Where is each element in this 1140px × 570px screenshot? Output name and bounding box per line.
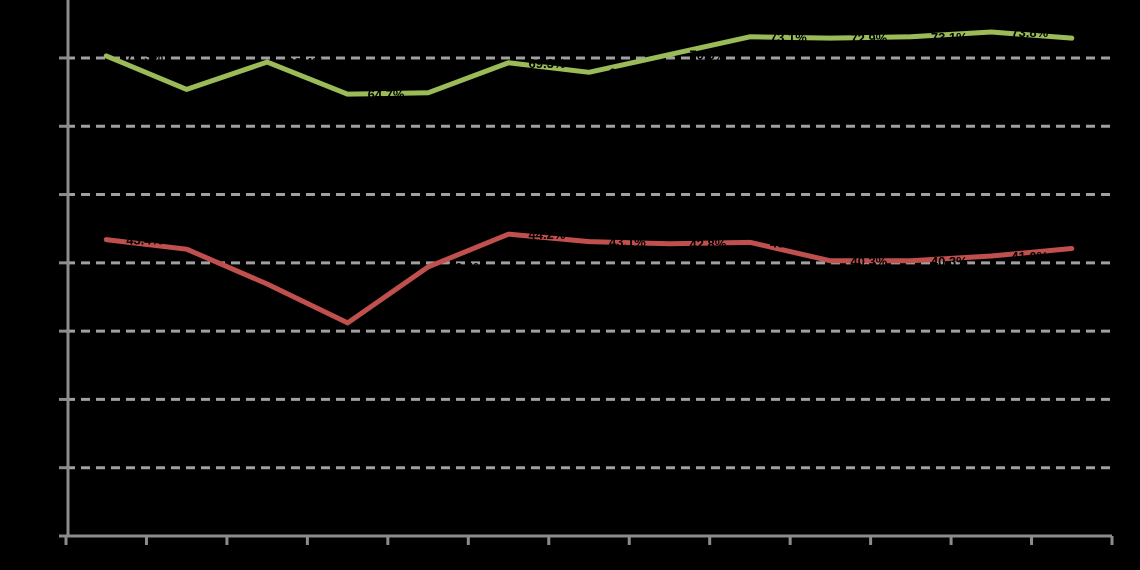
axis-tick-marks xyxy=(59,56,1114,545)
series-upper-green-point-label: 70.3% xyxy=(126,49,163,64)
axes xyxy=(60,0,1112,538)
series-upper-green-point-label: 73.1% xyxy=(931,30,968,45)
series-upper-green-point-label: 65.4% xyxy=(207,82,244,97)
series-upper-green-point-label: 72.9% xyxy=(850,31,887,46)
series-lower-red-point-label: 40.3% xyxy=(931,254,968,269)
data-labels: 70.3% 65.4% 69.4% 64.7% 64.9% 69.3% 67.9% 70.5%… xyxy=(126,25,1129,331)
series-lower-red-point-label: 41.0% xyxy=(1011,249,1048,264)
series-lower-red-point-label: 42.1% xyxy=(1092,241,1129,256)
series-lower-red-point-label: 44.2% xyxy=(529,227,566,242)
series-upper-green-point-label: 73.1% xyxy=(770,30,807,45)
series-upper-green-point-label: 73.8% xyxy=(1011,25,1048,40)
series-lower-red-point-label: 42.0% xyxy=(207,242,244,257)
series-upper-green-point-label: 69.3% xyxy=(529,56,566,71)
series-lower-red-line xyxy=(103,231,1075,326)
series-upper-green-point-label: 72.9% xyxy=(1092,31,1129,46)
series-lower-red-point-label: 43.4% xyxy=(126,233,163,248)
series-lower-red-point-label: 43.0% xyxy=(770,235,807,250)
series-lower-red-point-label: 31.2% xyxy=(368,316,405,331)
series-lower-red-point-label: 42.8% xyxy=(689,237,726,252)
series-lower-red-point-label: 36.9% xyxy=(287,277,324,292)
series-upper-green-point-label: 70.5% xyxy=(689,48,726,63)
series-lower-red-point-label: 40.3% xyxy=(850,254,887,269)
series-lines xyxy=(103,29,1075,326)
series-upper-green-line xyxy=(103,29,1075,97)
series-lower-red-point-label: 43.1% xyxy=(609,235,646,250)
series-lower-red-point-label: 39.4% xyxy=(448,260,485,275)
series-upper-green-point-label: 69.4% xyxy=(287,55,324,70)
gridlines xyxy=(66,56,1112,470)
series-upper-green-point-label: 64.7% xyxy=(368,87,405,102)
series-upper-green-point-label: 64.9% xyxy=(448,86,485,101)
series-upper-green-point-label: 67.9% xyxy=(609,65,646,80)
